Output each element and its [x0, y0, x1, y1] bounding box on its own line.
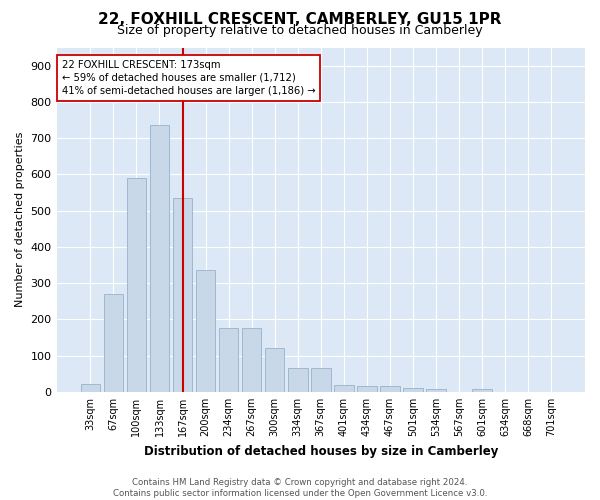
Bar — [403, 388, 423, 392]
Bar — [311, 368, 331, 392]
Bar — [104, 294, 123, 392]
X-axis label: Distribution of detached houses by size in Camberley: Distribution of detached houses by size … — [143, 444, 498, 458]
Text: 22, FOXHILL CRESCENT, CAMBERLEY, GU15 1PR: 22, FOXHILL CRESCENT, CAMBERLEY, GU15 1P… — [98, 12, 502, 26]
Bar — [288, 368, 308, 392]
Text: Contains HM Land Registry data © Crown copyright and database right 2024.
Contai: Contains HM Land Registry data © Crown c… — [113, 478, 487, 498]
Bar — [80, 384, 100, 392]
Bar — [173, 198, 193, 392]
Bar — [219, 328, 238, 392]
Text: 22 FOXHILL CRESCENT: 173sqm
← 59% of detached houses are smaller (1,712)
41% of : 22 FOXHILL CRESCENT: 173sqm ← 59% of det… — [62, 60, 316, 96]
Bar — [472, 389, 492, 392]
Bar — [127, 178, 146, 392]
Bar — [380, 386, 400, 392]
Bar — [334, 384, 353, 392]
Bar — [242, 328, 262, 392]
Bar — [357, 386, 377, 392]
Text: Size of property relative to detached houses in Camberley: Size of property relative to detached ho… — [117, 24, 483, 37]
Bar — [265, 348, 284, 392]
Y-axis label: Number of detached properties: Number of detached properties — [15, 132, 25, 308]
Bar — [149, 126, 169, 392]
Bar — [426, 389, 446, 392]
Bar — [196, 270, 215, 392]
